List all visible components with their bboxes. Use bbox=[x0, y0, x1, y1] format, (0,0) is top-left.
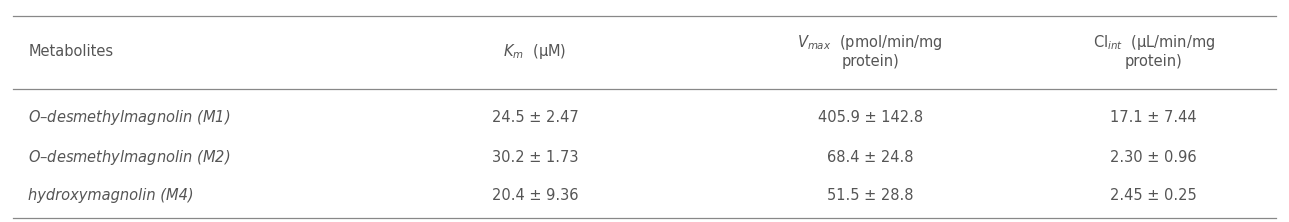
Text: 24.5 ± 2.47: 24.5 ± 2.47 bbox=[491, 110, 579, 125]
Text: 2.30 ± 0.96: 2.30 ± 0.96 bbox=[1110, 150, 1197, 165]
Text: $V_{max}$  (pmol/min/mg
protein): $V_{max}$ (pmol/min/mg protein) bbox=[797, 33, 944, 69]
Text: 20.4 ± 9.36: 20.4 ± 9.36 bbox=[491, 188, 579, 203]
Text: Metabolites: Metabolites bbox=[28, 44, 113, 59]
Text: hydroxymagnolin (M4): hydroxymagnolin (M4) bbox=[28, 188, 193, 203]
Text: $O$–desmethylmagnolin (M1): $O$–desmethylmagnolin (M1) bbox=[28, 108, 231, 127]
Text: $O$–desmethylmagnolin (M2): $O$–desmethylmagnolin (M2) bbox=[28, 148, 231, 167]
Text: $K_{m}$  (μM): $K_{m}$ (μM) bbox=[503, 42, 567, 61]
Text: 17.1 ± 7.44: 17.1 ± 7.44 bbox=[1110, 110, 1197, 125]
Text: 51.5 ± 28.8: 51.5 ± 28.8 bbox=[826, 188, 914, 203]
Text: 2.45 ± 0.25: 2.45 ± 0.25 bbox=[1110, 188, 1197, 203]
Text: 30.2 ± 1.73: 30.2 ± 1.73 bbox=[491, 150, 579, 165]
Text: Cl$_{int}$  (μL/min/mg
protein): Cl$_{int}$ (μL/min/mg protein) bbox=[1093, 33, 1214, 69]
Text: 405.9 ± 142.8: 405.9 ± 142.8 bbox=[817, 110, 923, 125]
Text: 68.4 ± 24.8: 68.4 ± 24.8 bbox=[826, 150, 914, 165]
